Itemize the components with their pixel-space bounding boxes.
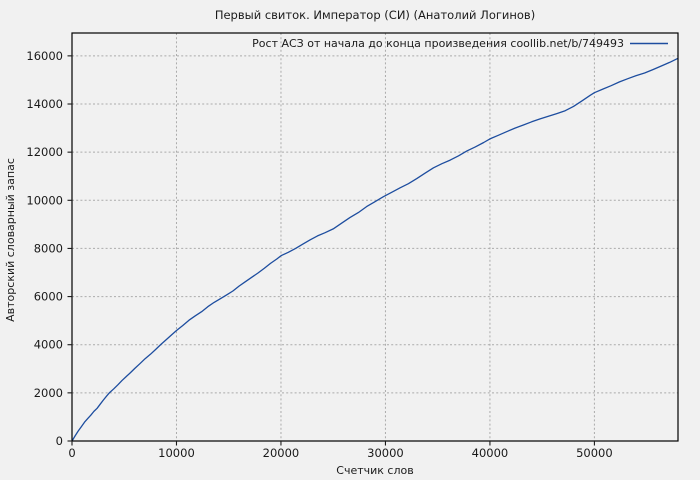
- x-tick-label: 30000: [367, 446, 404, 460]
- x-tick-label: 0: [68, 446, 75, 460]
- x-axis-label: Счетчик слов: [336, 464, 413, 477]
- x-tick-label: 50000: [576, 446, 613, 460]
- y-tick-label: 8000: [34, 241, 63, 255]
- y-tick-label: 14000: [26, 97, 63, 111]
- y-axis-label: Авторский словарный запас: [4, 158, 17, 322]
- y-tick-label: 6000: [34, 290, 63, 304]
- chart-title: Первый свиток. Император (СИ) (Анатолий …: [215, 8, 535, 22]
- y-tick-label: 4000: [34, 338, 63, 352]
- x-tick-label: 40000: [472, 446, 509, 460]
- x-tick-label: 10000: [158, 446, 195, 460]
- grid-layer: [72, 33, 678, 441]
- plot-frame: [71, 32, 679, 442]
- y-tick-label: 12000: [26, 145, 63, 159]
- y-tick-label: 10000: [26, 193, 63, 207]
- y-tick-label: 2000: [34, 386, 63, 400]
- series-layer: [71, 57, 679, 442]
- legend-label: Рост АСЗ от начала до конца произведения…: [252, 37, 624, 50]
- tick-layer: 0 10000 20000 30000 40000 50000 0 2000 4000 6000 8…: [26, 49, 612, 460]
- y-tick-label: 0: [56, 434, 63, 448]
- y-tick-label: 16000: [26, 49, 63, 63]
- x-tick-label: 20000: [263, 446, 300, 460]
- legend: Рост АСЗ от начала до конца произведения…: [252, 37, 668, 50]
- series-line-acz: [71, 57, 679, 442]
